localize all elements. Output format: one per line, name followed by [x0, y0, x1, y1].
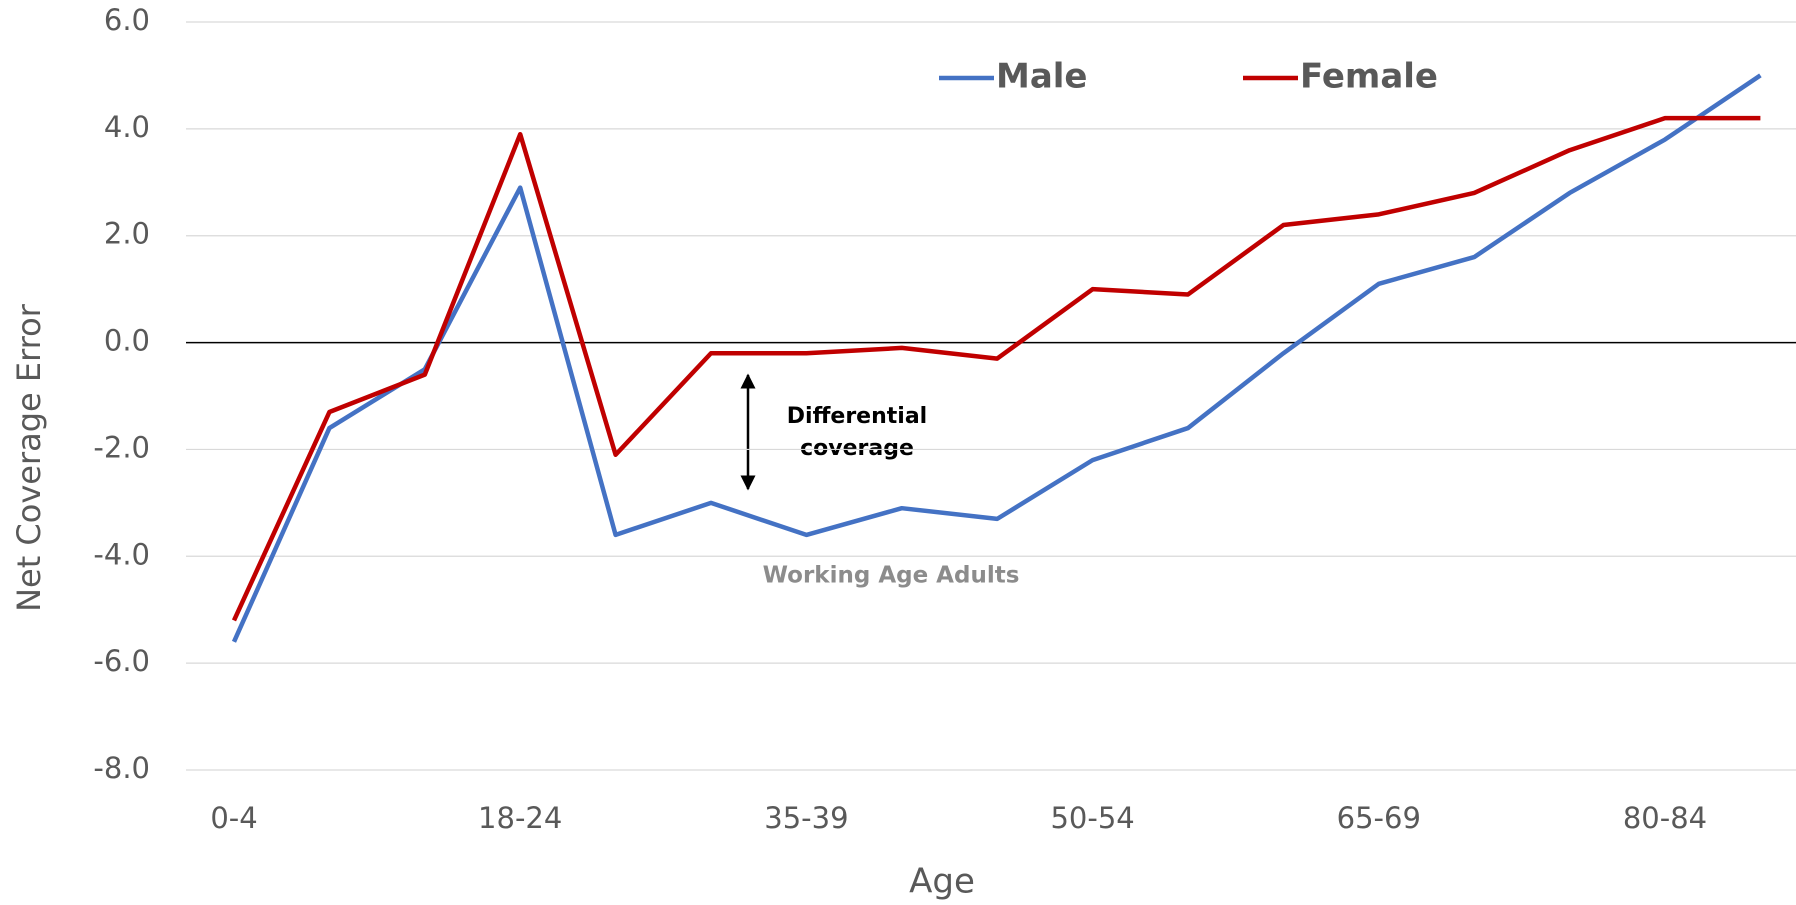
annotation: Differential — [787, 404, 927, 429]
x-tick-label: 50-54 — [1050, 801, 1134, 835]
annotation: coverage — [800, 436, 914, 461]
y-tick-label: -2.0 — [93, 430, 150, 464]
x-tick-label: 18-24 — [478, 801, 562, 835]
y-tick-label: -8.0 — [93, 751, 150, 785]
y-tick-label: -4.0 — [93, 537, 150, 571]
x-tick-label: 35-39 — [764, 801, 848, 835]
legend-label: Male — [996, 57, 1088, 97]
x-tick-label: 0-4 — [210, 801, 257, 835]
legend-label: Female — [1300, 57, 1438, 97]
y-tick-label: 2.0 — [104, 217, 150, 251]
line — [231, 73, 1762, 643]
x-tick-label: 65-69 — [1337, 801, 1421, 835]
y-axis-title: Net Coverage Error — [10, 303, 48, 612]
y-tick-label: 6.0 — [104, 3, 150, 37]
line — [231, 115, 1761, 622]
y-tick-label: -6.0 — [93, 644, 150, 678]
x-tick-label: 80-84 — [1623, 801, 1707, 835]
annotation: Working Age Adults — [763, 563, 1020, 589]
x-axis-title: Age — [909, 862, 975, 902]
y-tick-label: 0.0 — [104, 324, 150, 358]
y-tick-label: 4.0 — [104, 110, 150, 144]
